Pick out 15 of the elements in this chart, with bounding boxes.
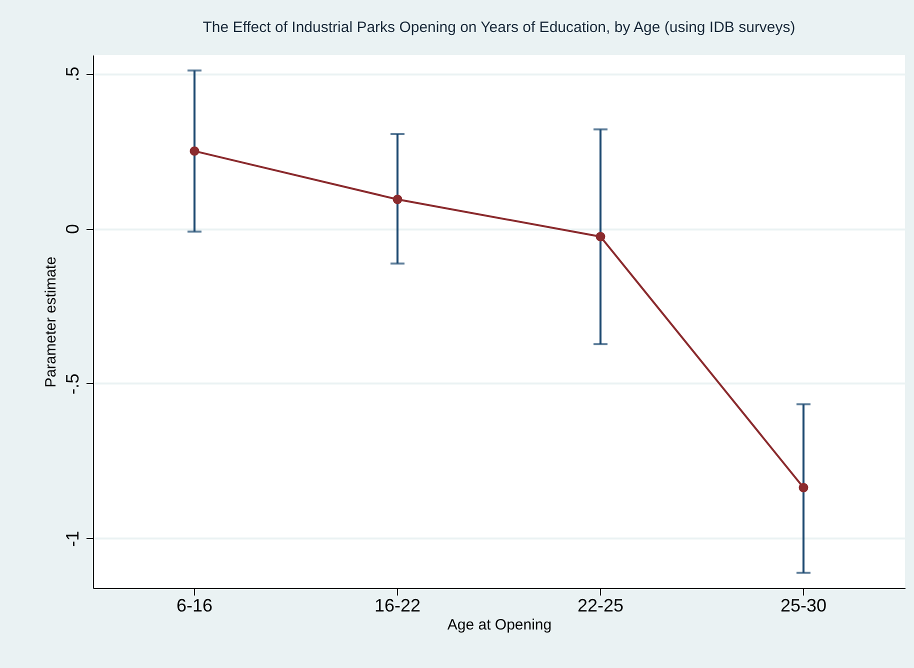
y-axis-title: Parameter estimate <box>42 256 60 388</box>
x-tick-label: 25-30 <box>780 596 827 616</box>
point <box>392 194 402 204</box>
x-tick-label: 6-16 <box>176 596 213 616</box>
point <box>596 232 606 242</box>
x-tick-label: 22-25 <box>577 596 624 616</box>
chart-title: The Effect of Industrial Parks Opening on Years of Education, by Age (using IDB surveys) <box>202 19 796 36</box>
y-tick-label: -1 <box>62 530 82 547</box>
x-tick-label: 16-22 <box>374 596 421 616</box>
y-tick-label: .5 <box>62 66 82 82</box>
x-axis-title: Age at Opening <box>447 616 552 634</box>
y-tick-label: 0 <box>62 224 82 234</box>
point <box>190 146 200 156</box>
y-tick-label: -.5 <box>62 373 82 394</box>
point <box>798 482 808 492</box>
